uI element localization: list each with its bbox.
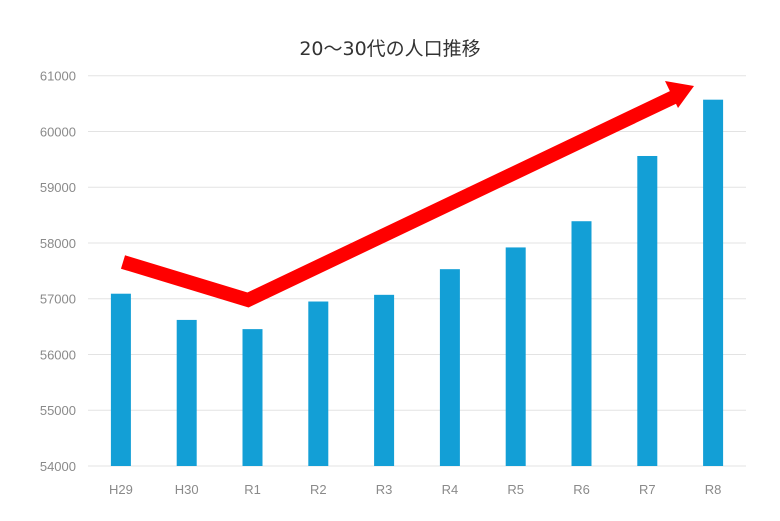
x-tick-label: R8 bbox=[705, 482, 722, 497]
bar-R2 bbox=[308, 301, 329, 466]
x-tick-label: R7 bbox=[639, 482, 656, 497]
bar-R1 bbox=[242, 329, 263, 466]
bar-H29 bbox=[110, 293, 131, 466]
bar-R5 bbox=[505, 247, 526, 466]
bar-R8 bbox=[703, 99, 724, 466]
y-tick-label: 60000 bbox=[40, 124, 76, 139]
y-tick-label: 58000 bbox=[40, 236, 76, 251]
y-tick-label: 59000 bbox=[40, 180, 76, 195]
y-tick-label: 56000 bbox=[40, 347, 76, 362]
x-tick-label: R4 bbox=[442, 482, 459, 497]
y-tick-label: 55000 bbox=[40, 403, 76, 418]
x-tick-label: R5 bbox=[507, 482, 524, 497]
y-tick-label: 54000 bbox=[40, 459, 76, 474]
x-tick-label: R2 bbox=[310, 482, 327, 497]
x-tick-label: H30 bbox=[175, 482, 199, 497]
y-tick-label: 57000 bbox=[40, 292, 76, 307]
bar-R7 bbox=[637, 155, 658, 466]
x-tick-label: R6 bbox=[573, 482, 590, 497]
arrow-head-icon bbox=[665, 81, 694, 108]
trend-arrow-line bbox=[120, 89, 680, 308]
x-tick-label: H29 bbox=[109, 482, 133, 497]
bar-R4 bbox=[439, 269, 460, 466]
chart-title: 20～30代の人口推移 bbox=[299, 38, 480, 60]
y-tick-label: 61000 bbox=[40, 69, 76, 84]
bar-R6 bbox=[571, 221, 592, 466]
bar-R3 bbox=[374, 294, 395, 466]
x-tick-label: R3 bbox=[376, 482, 393, 497]
trend-arrow bbox=[120, 81, 694, 308]
x-tick-label: R1 bbox=[244, 482, 261, 497]
bar-H30 bbox=[176, 319, 197, 466]
